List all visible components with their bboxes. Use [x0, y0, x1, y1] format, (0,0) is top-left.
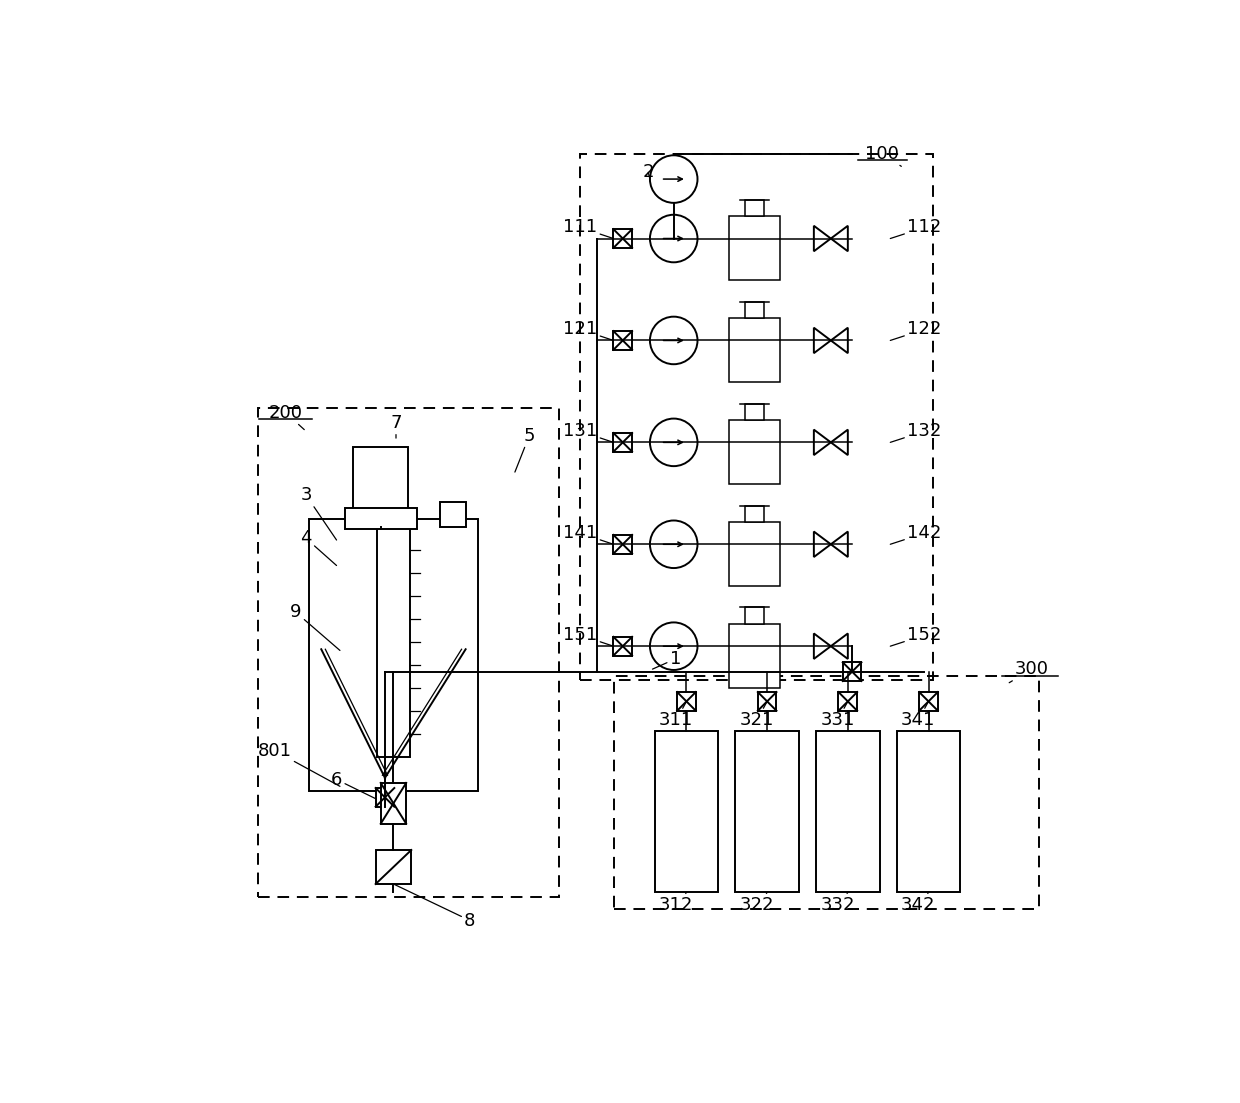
- Bar: [843, 662, 862, 681]
- Text: 142: 142: [890, 524, 941, 544]
- Text: 131: 131: [563, 422, 614, 442]
- Bar: [614, 433, 632, 452]
- Text: 3: 3: [300, 486, 336, 540]
- Bar: [345, 508, 417, 529]
- Bar: [614, 229, 632, 248]
- Bar: [816, 731, 879, 892]
- Bar: [745, 608, 764, 623]
- Text: 122: 122: [890, 320, 941, 341]
- Bar: [919, 692, 937, 710]
- Text: 5: 5: [515, 427, 536, 472]
- Bar: [376, 850, 412, 884]
- Text: 322: 322: [740, 892, 774, 914]
- Text: 4: 4: [300, 529, 336, 566]
- Bar: [677, 692, 696, 710]
- Bar: [258, 408, 559, 897]
- Bar: [655, 731, 718, 892]
- Bar: [376, 788, 394, 806]
- Text: 332: 332: [821, 892, 854, 914]
- Bar: [745, 505, 764, 522]
- Bar: [745, 302, 764, 318]
- Text: 1: 1: [652, 650, 681, 670]
- Text: 7: 7: [391, 414, 402, 438]
- Bar: [838, 692, 857, 710]
- Text: 151: 151: [563, 627, 614, 646]
- Bar: [729, 522, 780, 586]
- Text: 311: 311: [660, 702, 693, 729]
- Bar: [729, 623, 780, 688]
- Bar: [729, 216, 780, 280]
- Text: 121: 121: [563, 320, 614, 341]
- Text: 2: 2: [642, 163, 653, 181]
- Text: 132: 132: [890, 422, 941, 442]
- Text: 312: 312: [660, 892, 693, 914]
- Text: 9: 9: [290, 603, 340, 651]
- Bar: [897, 731, 960, 892]
- Text: 6: 6: [331, 771, 377, 799]
- Text: 152: 152: [890, 627, 941, 646]
- Text: 300: 300: [1009, 660, 1049, 683]
- Bar: [758, 692, 776, 710]
- Bar: [580, 153, 932, 681]
- Text: 341: 341: [901, 702, 935, 729]
- Text: 112: 112: [890, 218, 941, 238]
- Bar: [614, 535, 632, 554]
- Text: 321: 321: [740, 702, 774, 729]
- Bar: [735, 731, 799, 892]
- Bar: [614, 676, 1039, 910]
- Bar: [729, 420, 780, 484]
- Text: 801: 801: [258, 741, 340, 786]
- Text: 342: 342: [901, 892, 935, 914]
- Bar: [309, 518, 479, 791]
- Bar: [440, 502, 466, 527]
- Bar: [614, 331, 632, 350]
- Text: 111: 111: [563, 218, 614, 238]
- Bar: [353, 447, 408, 518]
- Bar: [729, 318, 780, 383]
- Bar: [745, 404, 764, 420]
- Text: 141: 141: [563, 524, 614, 544]
- Bar: [745, 200, 764, 216]
- Bar: [381, 783, 407, 824]
- Text: 8: 8: [393, 884, 476, 930]
- Text: 100: 100: [864, 144, 901, 167]
- Text: 200: 200: [269, 404, 304, 430]
- Bar: [377, 527, 409, 757]
- Bar: [614, 636, 632, 655]
- Text: 331: 331: [821, 702, 854, 729]
